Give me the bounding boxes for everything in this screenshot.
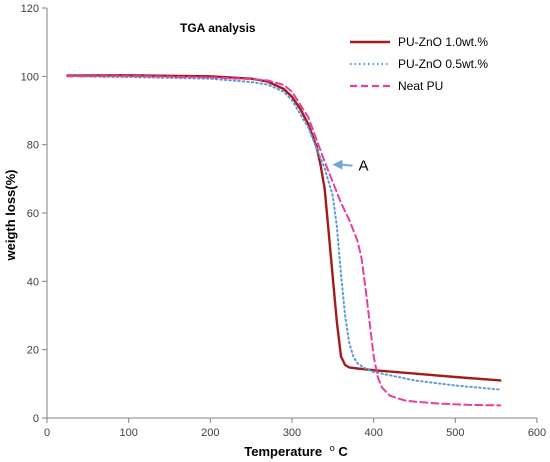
annotation-arrowhead — [332, 159, 343, 170]
x-axis-unit: o — [330, 443, 335, 453]
legend-label-1: PU-ZnO 1.0wt.% — [398, 35, 488, 49]
series-group — [66, 74, 502, 407]
annotation-label: A — [358, 158, 368, 175]
y-tick-group: 0 20 40 60 80 100 120 — [21, 3, 47, 425]
legend-label-3: Neat PU — [398, 79, 443, 93]
annotation: A — [332, 158, 368, 175]
chart-title: TGA analysis — [180, 21, 256, 35]
y-tick-label: 120 — [21, 3, 39, 15]
x-tick-label: 200 — [201, 427, 219, 439]
x-tick-label: 100 — [119, 427, 137, 439]
y-tick-label: 100 — [21, 71, 39, 83]
y-axis-title: weigth loss(%) — [3, 169, 18, 261]
plot-area: 0 100 200 300 400 500 600 0 20 40 60 80 100 120 — [21, 3, 547, 439]
x-tick-label: 400 — [364, 427, 382, 439]
x-axis-title: Temperature o C — [244, 439, 348, 459]
legend-label-2: PU-ZnO 0.5wt.% — [398, 57, 488, 71]
y-tick-label: 60 — [27, 208, 39, 220]
x-tick-label: 500 — [446, 427, 464, 439]
x-tick-label: 0 — [44, 427, 50, 439]
y-tick-label: 40 — [27, 276, 39, 288]
series-line-3 — [66, 75, 502, 407]
x-axis-unit-letter: C — [338, 444, 348, 459]
y-tick-label: 80 — [27, 140, 39, 152]
series-line-1 — [66, 74, 502, 382]
legend: PU-ZnO 1.0wt.% PU-ZnO 0.5wt.% Neat PU — [350, 35, 488, 93]
series-line-2 — [66, 75, 502, 391]
x-tick-label: 300 — [283, 427, 301, 439]
y-tick-label: 0 — [33, 413, 39, 425]
x-axis-title-text: Temperature — [244, 444, 322, 459]
x-tick-group: 0 100 200 300 400 500 600 — [44, 418, 546, 439]
y-tick-label: 20 — [27, 345, 39, 357]
x-tick-label: 600 — [528, 427, 546, 439]
